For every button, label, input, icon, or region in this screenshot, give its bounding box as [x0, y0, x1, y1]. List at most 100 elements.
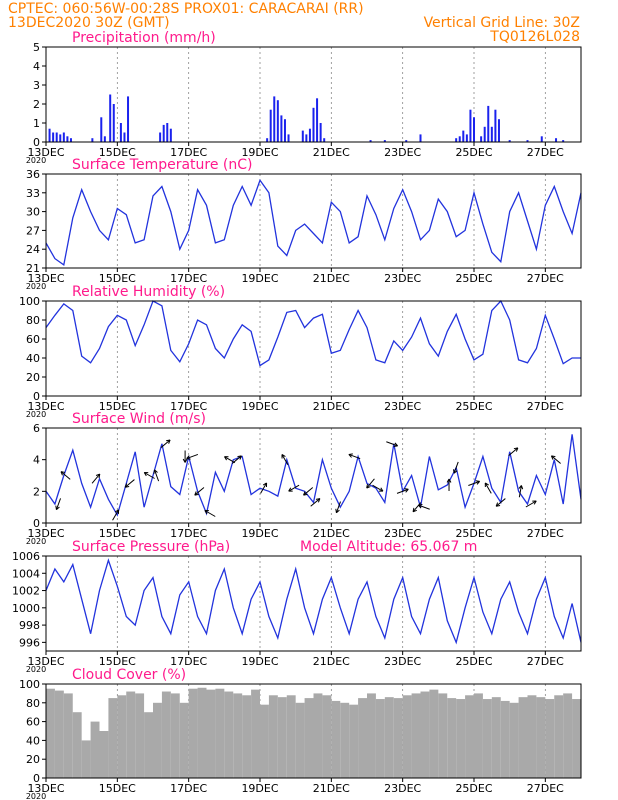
x-year-label: 2020: [26, 537, 46, 546]
y-tick-label: 2: [33, 485, 40, 498]
precip-bar: [276, 100, 279, 142]
x-tick-label: 21DEC: [313, 782, 350, 795]
wind-arrow: [194, 487, 205, 496]
precip-bar: [312, 107, 315, 142]
x-tick-label: 25DEC: [455, 527, 492, 540]
cloud-bar: [224, 691, 234, 778]
cloud-bar: [304, 698, 314, 778]
x-year-label: 2020: [26, 665, 46, 674]
precip-bar: [112, 104, 115, 142]
wind-arrow: [446, 478, 452, 491]
y-tick-label: 27: [26, 224, 40, 237]
rh-frame: [45, 300, 582, 397]
wind-arrow-head: [485, 482, 489, 486]
precip-panel: 0 1 2 3 4 5 13DEC 15DEC 17DEC 19DEC 21DEC 23DEC 25DE…: [26, 30, 582, 165]
precip-bar: [59, 134, 62, 142]
cloud-bar: [563, 693, 573, 778]
cloud-bar: [63, 693, 73, 778]
wind-arrow-head: [475, 480, 480, 482]
cloud-bar: [572, 699, 581, 778]
x-tick-label: 27DEC: [527, 272, 564, 285]
x-tick-label: 25DEC: [455, 782, 492, 795]
precip-bar: [127, 96, 130, 142]
precip-bar: [462, 130, 465, 142]
wind-arrow-head: [412, 509, 417, 513]
precip-bar: [308, 128, 311, 142]
precip-bar: [383, 140, 386, 142]
pres-panel: 996 998 1000 1002 1004 1006 13DEC 15DEC 17DEC 19D…: [12, 539, 582, 674]
y-tick-label: 40: [26, 352, 40, 365]
precip-bar: [119, 123, 122, 142]
rh-title: Relative Humidity (%): [72, 284, 225, 300]
y-tick-label: 6: [33, 422, 40, 435]
x-tick-label: 17DEC: [170, 146, 207, 159]
x-tick-label: 17DEC: [170, 400, 207, 413]
y-tick-label: 1002: [12, 585, 40, 598]
wind-arrow: [335, 501, 341, 514]
wind-arrow: [224, 456, 236, 464]
x-tick-label: 21DEC: [313, 527, 350, 540]
x-tick-label: 13DEC: [27, 527, 64, 540]
wind-arrow: [518, 485, 524, 498]
precip-bar: [280, 115, 283, 142]
y-tick-label: 60: [26, 333, 40, 346]
y-tick-label: 21: [26, 262, 40, 275]
wind-arrow: [204, 510, 216, 517]
wind-arrow-shaft: [551, 455, 561, 464]
precip-bar: [269, 109, 272, 142]
wind-arrow-head: [448, 478, 452, 483]
precip-bar: [287, 134, 290, 142]
cloud-bar: [438, 693, 448, 778]
wind-arrow-head: [348, 454, 352, 458]
wind-title: Surface Wind (m/s): [72, 411, 206, 427]
y-tick-label: 1000: [12, 602, 40, 615]
cloud-bar: [340, 702, 350, 778]
y-tick-label: 36: [26, 168, 40, 181]
wind-arrow-head: [186, 458, 191, 460]
cloud-bar: [90, 721, 100, 778]
y-tick-label: 4: [33, 60, 40, 73]
cloud-bar: [393, 698, 403, 778]
wind-arrow-shaft: [231, 455, 242, 464]
wind-arrow-head: [288, 487, 292, 492]
cloud-bar: [108, 698, 118, 778]
pres-title: Surface Pressure (hPa): [72, 539, 230, 555]
wind-arrow-head: [168, 439, 171, 444]
y-tick-label: 0: [33, 772, 40, 785]
precip-bar: [540, 136, 543, 142]
precip-bar: [562, 140, 565, 142]
precip-bar: [469, 109, 472, 142]
cloud-bar: [375, 699, 385, 778]
wind-arrow-shaft: [386, 441, 398, 447]
x-tick-label: 27DEC: [527, 400, 564, 413]
x-tick-label: 19DEC: [241, 655, 278, 668]
precip-bar: [109, 94, 112, 142]
cloud-bar: [233, 693, 243, 778]
wind-arrow-head: [418, 504, 423, 506]
y-tick-label: 1: [33, 117, 40, 130]
x-tick-label: 23DEC: [384, 655, 421, 668]
cloud-bar: [54, 690, 64, 778]
x-tick-label: 15DEC: [99, 272, 136, 285]
wind-arrow: [55, 498, 62, 511]
cloud-frame: [45, 683, 582, 779]
cloud-bar: [286, 695, 296, 778]
temp-frame: [45, 173, 582, 269]
wind-arrow: [124, 479, 135, 488]
precip-bar: [490, 126, 493, 142]
wind-arrow-head: [262, 482, 267, 486]
precip-bar: [91, 138, 94, 142]
precip-bar: [273, 96, 276, 142]
cloud-bar: [349, 704, 359, 778]
x-tick-label: 15DEC: [99, 527, 136, 540]
precip-bar: [316, 98, 319, 142]
cloud-bar: [99, 731, 109, 778]
wind-arrow-head: [336, 509, 340, 514]
precip-bar: [166, 123, 169, 142]
precip-bar: [305, 134, 308, 142]
wind-arrow-head: [55, 505, 57, 510]
wind-arrow-head: [204, 510, 208, 515]
x-tick-label: 23DEC: [384, 527, 421, 540]
wind-arrow-head: [184, 458, 188, 463]
wind-arrow-head: [194, 493, 199, 496]
